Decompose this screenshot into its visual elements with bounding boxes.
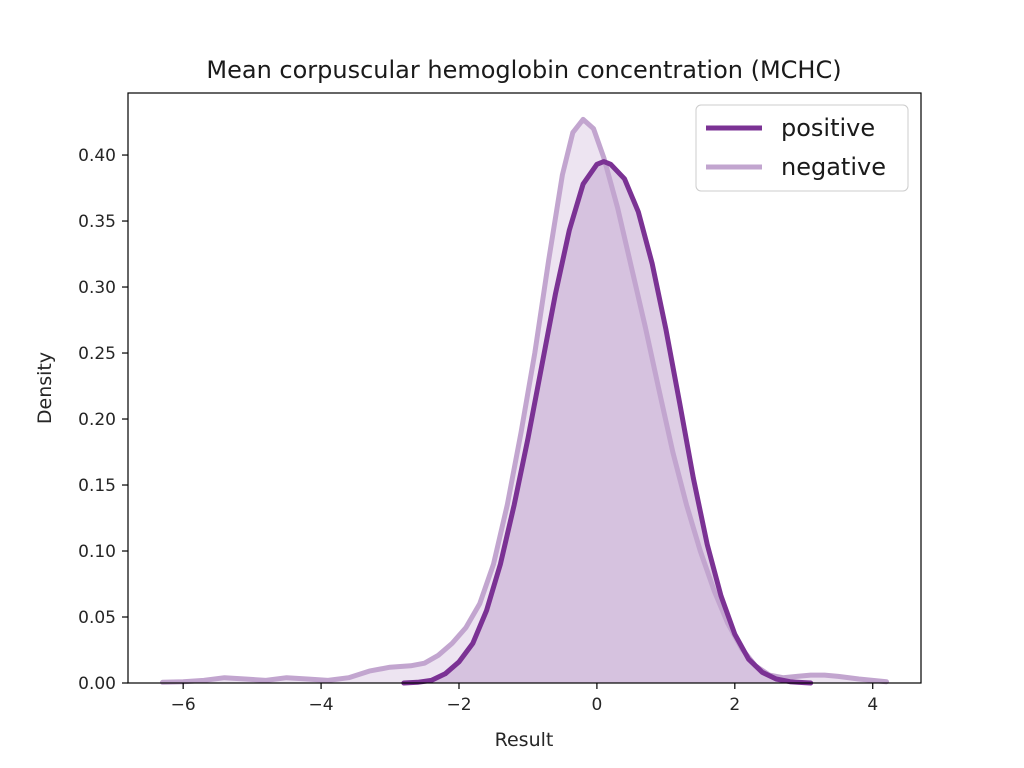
plot-area: [127, 92, 922, 686]
x-tick-label: −6: [171, 695, 196, 715]
x-tick-label: 0: [591, 695, 602, 715]
x-tick-label: −4: [309, 695, 334, 715]
legend-label-positive: positive: [781, 114, 875, 142]
legend-label-negative: negative: [781, 153, 886, 181]
y-tick-label: 0.20: [78, 410, 116, 430]
x-axis: −6 −4 −2 0 2 4: [171, 683, 878, 715]
density-line-positive: [401, 159, 814, 686]
x-tick-label: 4: [867, 695, 878, 715]
y-tick-label: 0.35: [78, 212, 116, 232]
density-lines: [160, 116, 889, 686]
axes-frame: [127, 92, 922, 684]
y-tick-label: 0.40: [78, 146, 116, 166]
x-tick-label: 2: [729, 695, 740, 715]
density-fill-positive: [403, 161, 811, 684]
y-tick-label: 0.00: [78, 674, 116, 694]
y-axis: 0.00 0.05 0.10 0.15 0.20 0.25 0.30 0.35 0.40: [78, 146, 128, 694]
y-axis-label: Density: [34, 352, 56, 424]
x-axis-label: Result: [495, 729, 554, 751]
y-tick-label: 0.25: [78, 344, 116, 364]
y-tick-label: 0.05: [78, 608, 116, 628]
legend: positive negative: [695, 104, 909, 192]
chart-title: Mean corpuscular hemoglobin concentratio…: [206, 56, 841, 84]
y-tick-label: 0.10: [78, 542, 116, 562]
y-tick-label: 0.15: [78, 476, 116, 496]
x-tick-label: −2: [446, 695, 471, 715]
y-tick-label: 0.30: [78, 278, 116, 298]
